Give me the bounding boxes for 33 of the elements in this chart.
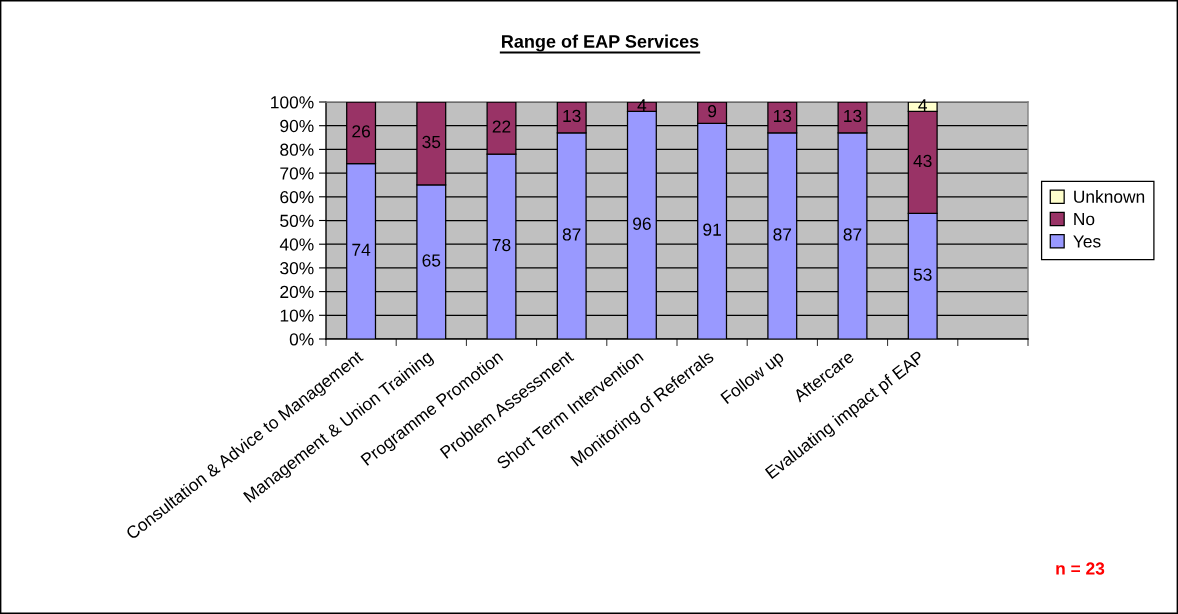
y-tick-label: 70% (280, 167, 314, 180)
data-label: 87 (843, 228, 862, 241)
data-label: 26 (352, 125, 370, 138)
data-label: 65 (422, 254, 441, 267)
y-tick-label: 0% (289, 333, 314, 346)
legend-label: Unknown (1074, 190, 1145, 203)
data-label: 43 (913, 154, 932, 168)
data-label: 13 (844, 109, 862, 123)
legend-label: No (1074, 213, 1095, 226)
y-tick-label: 20% (280, 285, 314, 299)
y-tick-label: 40% (279, 238, 314, 251)
data-label: 9 (708, 105, 717, 118)
data-label: 35 (422, 135, 441, 149)
data-label: 91 (703, 223, 721, 236)
data-label: 74 (352, 243, 371, 256)
data-label: 13 (773, 109, 792, 123)
data-label: 53 (913, 268, 932, 281)
y-tick-label: 10% (280, 309, 314, 322)
data-label: 13 (563, 109, 581, 123)
y-tick-label: 60% (280, 190, 314, 204)
data-label: 87 (773, 228, 792, 241)
y-tick-label: 50% (280, 214, 314, 227)
text: n = 23 (1056, 562, 1105, 575)
y-tick-label: 100% (271, 96, 314, 109)
data-label: 87 (562, 228, 581, 241)
data-label: 22 (492, 120, 511, 133)
data-label: 78 (492, 238, 511, 252)
legend-label: Yes (1073, 235, 1101, 248)
chart-title: Range of EAP Services (502, 34, 699, 52)
y-tick-label: 80% (280, 143, 314, 156)
y-tick-label: 90% (280, 119, 314, 133)
y-tick-label: 30% (280, 262, 314, 275)
data-label: 96 (633, 217, 651, 230)
